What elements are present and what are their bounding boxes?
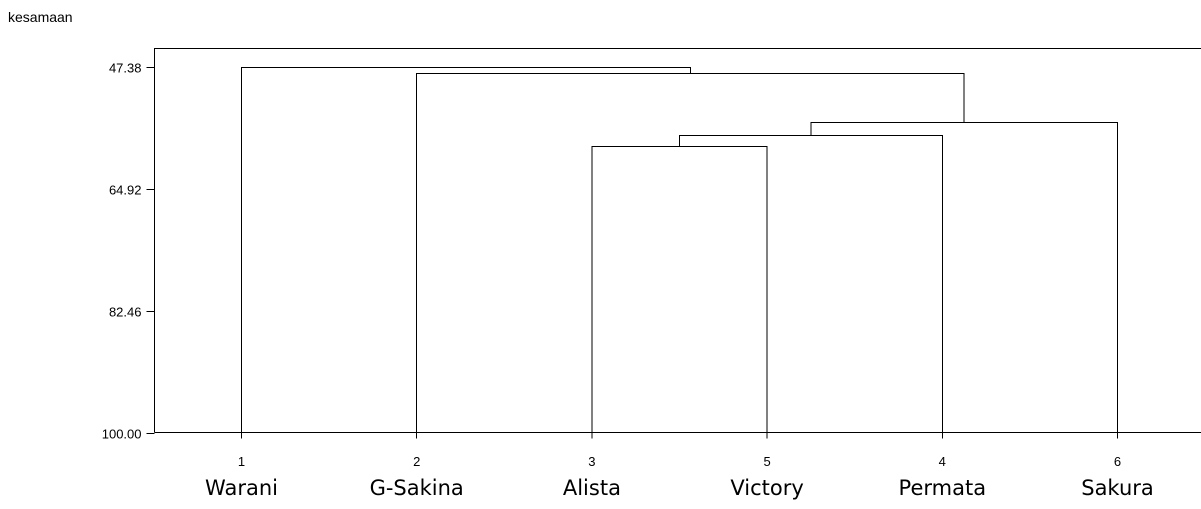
leaf-name-label: Warani [205,476,278,500]
leaf-id-label: 6 [1114,454,1121,469]
dendrogram-link [810,122,1118,433]
y-axis-label: kesamaan [8,9,73,25]
leaf-id-label: 5 [763,454,770,469]
leaf-name-label: Victory [730,476,803,500]
leaf-name-label: Sakura [1081,476,1154,500]
dendrogram-link [241,67,691,433]
dendrogram-links [241,67,1118,433]
y-tick-label: 82.46 [109,305,142,320]
leaf-name-label: Permata [899,476,987,500]
leaf-labels: 1 Warani 2 G-Sakina 3 Alista 5 Victory 4 Permata 6… [205,432,1154,500]
y-tick-label: 64.92 [109,183,142,198]
dendrogram-link [416,73,965,433]
leaf-id-label: 1 [238,454,245,469]
leaf-id-label: 2 [413,454,420,469]
leaf-id-label: 4 [939,454,946,469]
leaf-name-label: Alista [563,476,621,500]
leaf-name-label: G-Sakina [370,476,464,500]
y-ticks: 47.38 64.92 82.46 100.00 [102,61,155,442]
dendrogram-link [679,135,943,433]
leaf-id-label: 3 [588,454,595,469]
y-tick-label: 47.38 [109,61,142,76]
dendrogram-link [591,146,768,433]
y-tick-label: 100.00 [102,427,142,442]
